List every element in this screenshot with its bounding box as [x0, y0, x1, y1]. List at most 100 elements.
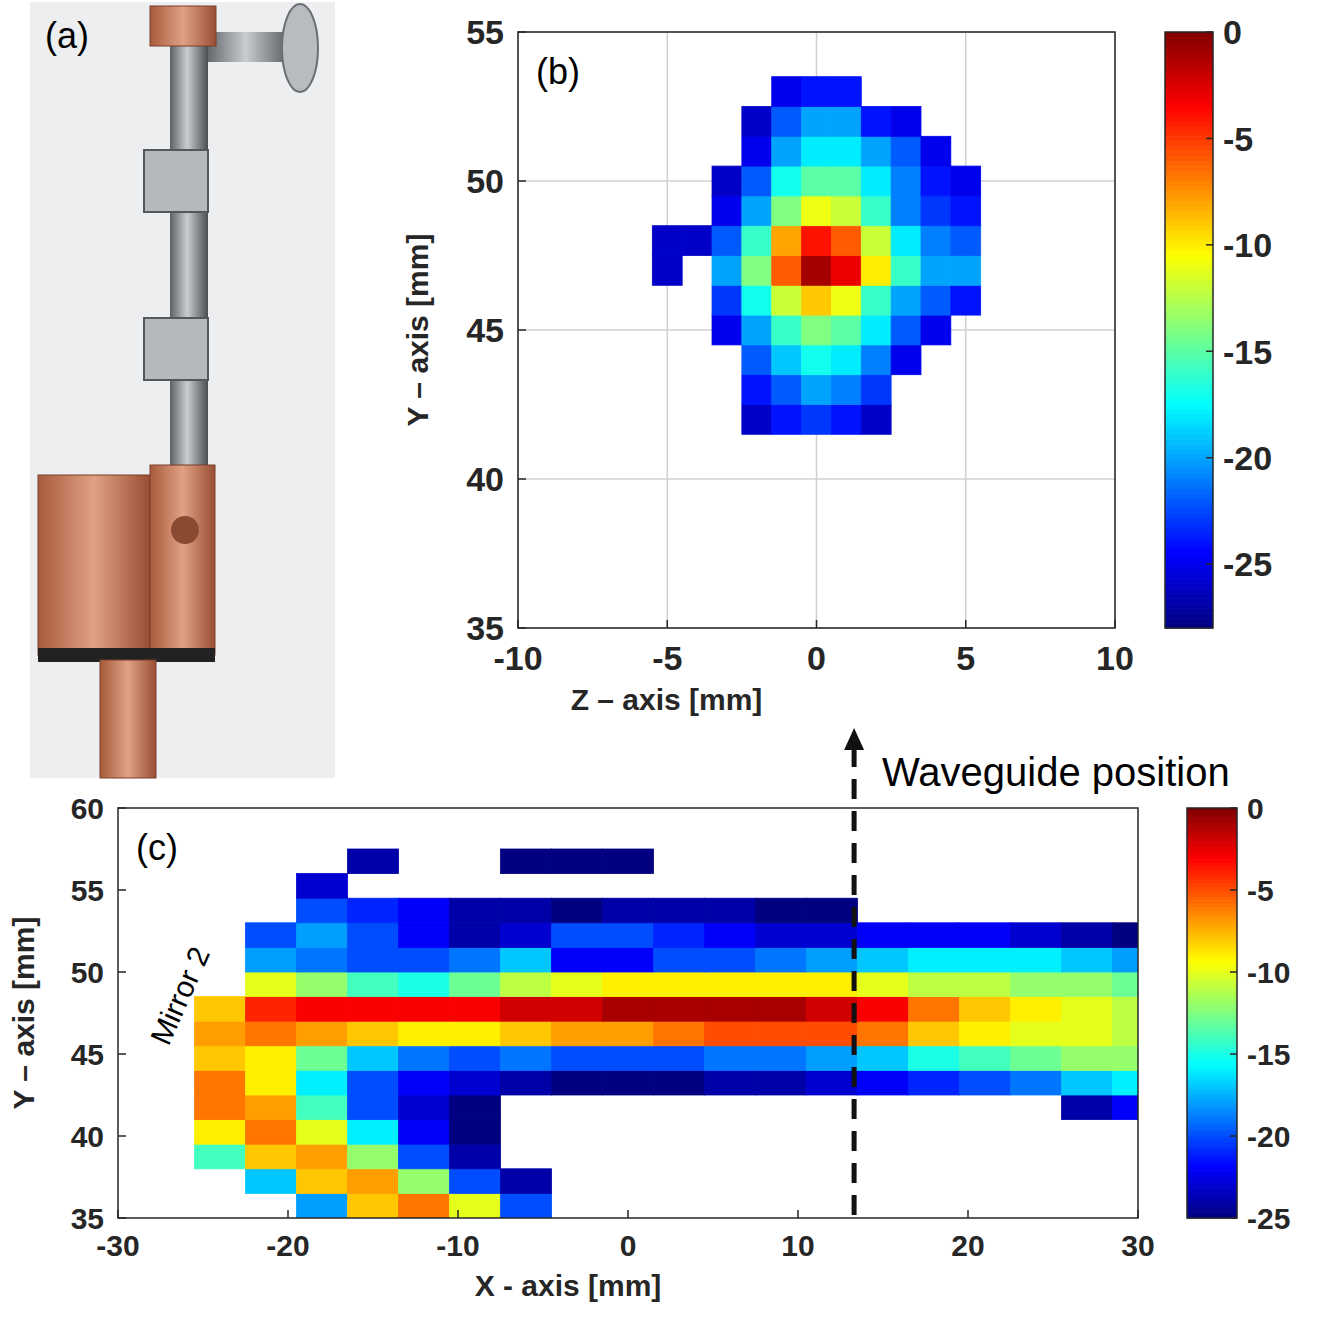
colorbar-step: [1187, 989, 1237, 993]
colorbar-label: -20: [1223, 439, 1272, 477]
colorbar-step: [1165, 52, 1213, 58]
colorbar-step: [1187, 1129, 1237, 1133]
colorbar-step: [1187, 1133, 1237, 1137]
heat-cell: [712, 285, 742, 315]
colorbar-step: [1165, 464, 1213, 470]
heat-cell: [348, 1021, 399, 1046]
heat-cell: [756, 997, 807, 1022]
colorbar-step: [1165, 489, 1213, 495]
heat-cell: [399, 947, 450, 972]
colorbar-step: [1165, 171, 1213, 177]
colorbar-step: [1165, 191, 1213, 197]
colorbar-step: [1165, 206, 1213, 212]
heat-cell: [450, 1021, 501, 1046]
plot-background: [118, 808, 1138, 1218]
heat-cell: [772, 405, 802, 435]
colorbar-frame: [1187, 808, 1237, 1218]
heat-cell: [742, 375, 772, 405]
heat-cell: [891, 196, 921, 226]
heat-cell: [705, 898, 756, 923]
colorbar-step: [1187, 975, 1237, 979]
heat-cell: [450, 997, 501, 1022]
colorbar-step: [1187, 887, 1237, 891]
colorbar-step: [1187, 852, 1237, 856]
heat-cell: [450, 1120, 501, 1145]
heat-cell: [802, 166, 832, 196]
heat-cell: [195, 997, 246, 1022]
plot-frame: [118, 808, 1138, 1218]
colorbar-step: [1187, 818, 1237, 822]
heat-cell: [742, 226, 772, 256]
tick: [816, 620, 818, 628]
colorbar-step: [1165, 375, 1213, 381]
photo-panel: (a): [30, 2, 335, 778]
flange: [282, 4, 318, 92]
colorbar-step: [1187, 1078, 1237, 1082]
heat-cell: [831, 136, 861, 166]
colorbar-step: [1165, 449, 1213, 455]
colorbar-step: [1165, 67, 1213, 73]
heat-cell: [297, 898, 348, 923]
top-block: [150, 6, 216, 46]
heat-cell: [705, 1021, 756, 1046]
heat-cell: [652, 226, 682, 256]
figure: (a)-10-505103540455055Z – axis [mm]Y – a…: [0, 0, 1332, 1334]
heat-cell: [831, 166, 861, 196]
heat-cell: [1011, 1070, 1062, 1095]
colorbar-step: [1187, 1163, 1237, 1167]
heat-cell: [501, 923, 552, 948]
colorbar-step: [1187, 928, 1237, 932]
colorbar-step: [1187, 958, 1237, 962]
colorbar-step: [1165, 409, 1213, 415]
heat-cell: [909, 947, 960, 972]
tick: [518, 31, 526, 33]
tick: [457, 1210, 459, 1218]
colorbar-step: [1187, 890, 1237, 894]
heat-cell: [909, 1070, 960, 1095]
heat-cell: [1113, 1021, 1139, 1046]
colorbar-step: [1187, 1081, 1237, 1085]
colorbar-tick: [1206, 457, 1213, 459]
heat-cell: [802, 405, 832, 435]
colorbar-frame: [1165, 32, 1213, 628]
colorbar-step: [1165, 97, 1213, 103]
heat-cell: [705, 923, 756, 948]
colorbar-step: [1187, 842, 1237, 846]
tick-label: 30: [1121, 1229, 1154, 1262]
heat-cell: [348, 1070, 399, 1095]
heat-cell: [501, 1070, 552, 1095]
tick-label: 35: [466, 609, 504, 647]
colorbar-step: [1187, 962, 1237, 966]
colorbar-step: [1165, 166, 1213, 172]
colorbar-step: [1165, 405, 1213, 411]
heat-cell: [552, 997, 603, 1022]
heat-cell: [246, 1169, 297, 1194]
heat-cell: [501, 1193, 552, 1218]
heat-cell: [861, 196, 891, 226]
heat-cell: [450, 898, 501, 923]
heat-cell: [772, 107, 802, 137]
heat-cell: [399, 972, 450, 997]
heat-cell: [891, 166, 921, 196]
heat-cell: [501, 898, 552, 923]
heat-cell: [1062, 997, 1113, 1022]
colorbar-step: [1165, 47, 1213, 53]
tick: [118, 1217, 126, 1219]
heat-cell: [756, 947, 807, 972]
heat-cell: [861, 315, 891, 345]
heat-cell: [603, 849, 654, 874]
heat-cell: [654, 1070, 705, 1095]
colorbar-step: [1165, 161, 1213, 167]
colorbar-step: [1187, 825, 1237, 829]
heat-cell: [1113, 1070, 1139, 1095]
colorbar-step: [1187, 893, 1237, 897]
heat-cell: [1011, 1021, 1062, 1046]
colorbar-step: [1165, 568, 1213, 574]
heat-cell: [831, 375, 861, 405]
heat-cell: [807, 923, 858, 948]
colorbar-tick: [1230, 971, 1237, 973]
heat-cell: [802, 256, 832, 286]
tick-label: 10: [781, 1229, 814, 1262]
heat-cell: [399, 1120, 450, 1145]
heat-cell: [705, 997, 756, 1022]
